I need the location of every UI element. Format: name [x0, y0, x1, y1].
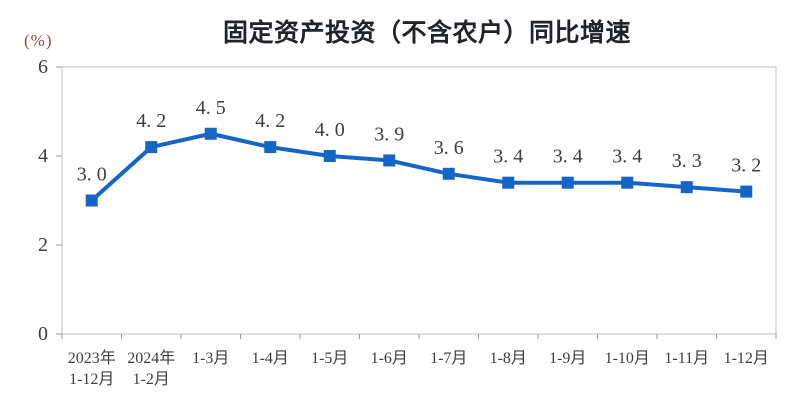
x-axis-category-label: 1-4月: [252, 350, 289, 367]
data-point-label: 4. 2: [136, 110, 166, 132]
x-axis-category-label: 2023年 1-12月: [68, 349, 116, 388]
x-axis-category-line: 1-12月: [724, 350, 769, 367]
y-tick-label: 6: [38, 56, 48, 78]
x-axis-category-label: 1-12月: [724, 350, 769, 367]
data-point-label: 4. 0: [315, 119, 345, 141]
data-point-label: 3. 6: [434, 137, 464, 159]
x-axis-category-label: 1-5月: [311, 350, 348, 367]
data-point-marker: [502, 176, 515, 189]
data-point-marker: [204, 127, 217, 140]
data-point-marker: [621, 176, 634, 189]
x-axis-category-line: 1-2月: [133, 371, 170, 388]
data-point-marker: [85, 194, 98, 207]
x-axis-category-line: 1-10月: [605, 350, 650, 367]
x-axis-category-line: 1-3月: [192, 350, 229, 367]
data-point-marker: [383, 154, 396, 167]
x-axis-category-line: 1-5月: [311, 350, 348, 367]
x-axis-category-label: 1-9月: [549, 350, 586, 367]
x-axis-category-line: 2023年: [68, 349, 116, 367]
trend-line: [90, 131, 747, 202]
x-axis-category-label: 1-10月: [605, 350, 650, 367]
x-axis-category-label: 1-11月: [664, 350, 709, 367]
chart-title: 固定资产投资（不含农户）同比增速: [222, 19, 631, 47]
data-point-label: 3. 0: [77, 164, 107, 186]
x-axis-category-line: 1-8月: [490, 350, 527, 367]
data-point-label: 3. 4: [493, 146, 523, 168]
data-point-label: 4. 5: [196, 97, 226, 119]
data-point-label: 3. 4: [612, 146, 642, 168]
x-axis-category-line: 1-9月: [549, 350, 586, 367]
x-axis-category-line: 1-4月: [252, 350, 289, 367]
x-axis-category-label: 1-3月: [192, 350, 229, 367]
data-point-marker: [442, 167, 455, 180]
x-axis-category-line: 1-7月: [430, 350, 467, 367]
x-axis-category-label: 1-6月: [371, 350, 408, 367]
data-point-label: 4. 2: [255, 110, 285, 132]
y-tick-label: 4: [38, 145, 48, 167]
data-point-label: 3. 3: [672, 150, 702, 172]
plot-border: [61, 66, 777, 335]
x-axis-category-label: 1-8月: [490, 350, 527, 367]
x-axis-category-line: 1-11月: [664, 350, 709, 367]
y-tick-label: 0: [38, 323, 48, 345]
data-point-marker: [264, 141, 277, 154]
data-point-marker: [323, 150, 336, 162]
data-point-label: 3. 2: [731, 155, 761, 177]
x-axis-category-line: 2024年: [127, 349, 175, 367]
data-point-marker: [145, 141, 158, 154]
data-point-marker: [561, 176, 574, 189]
data-point-marker: [740, 185, 753, 198]
x-axis-category-label: 2024年 1-2月: [127, 349, 175, 388]
x-axis-category-line: 1-12月: [69, 371, 114, 388]
x-axis-category-label: 1-7月: [430, 350, 467, 367]
data-point-marker: [680, 181, 693, 194]
y-axis-unit-label: (%): [24, 31, 53, 50]
data-point-label: 3. 4: [553, 146, 583, 168]
data-point-label: 3. 9: [374, 123, 404, 145]
y-tick-label: 2: [38, 234, 48, 256]
x-axis-category-line: 1-6月: [371, 350, 408, 367]
